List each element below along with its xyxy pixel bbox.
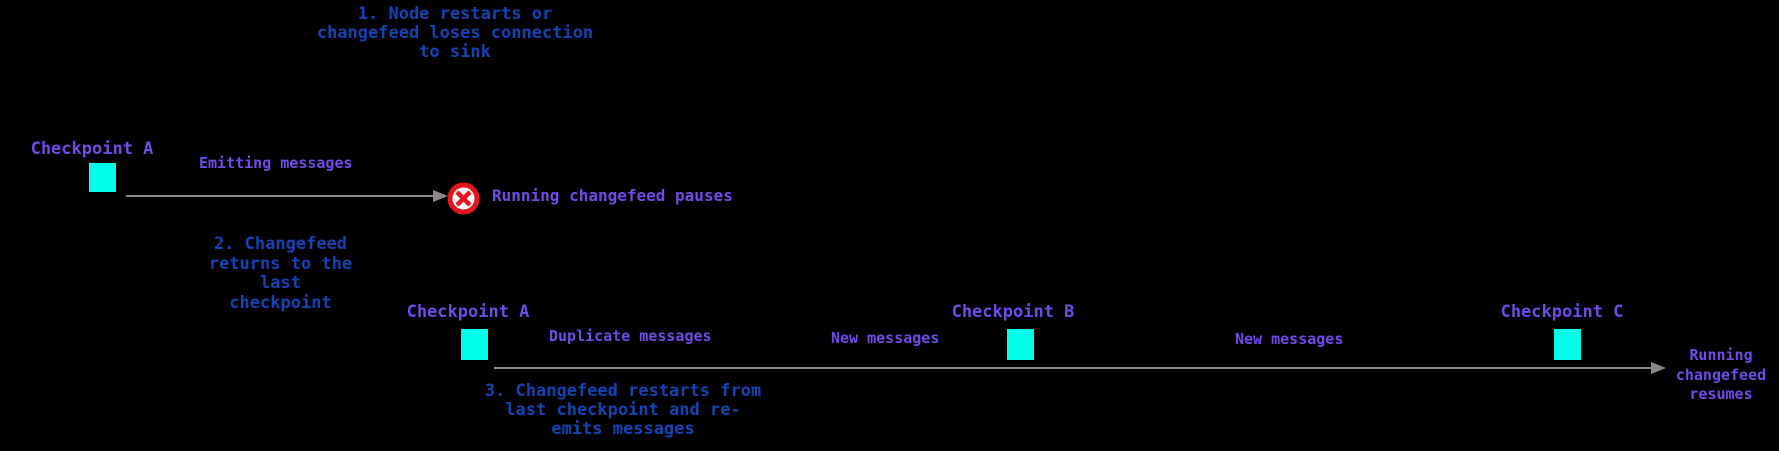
timeline1-arrowhead-icon	[433, 190, 448, 202]
timeline2-checkpoint-a-label: Checkpoint A	[406, 302, 530, 322]
changefeed-pause-error-icon	[447, 182, 480, 215]
timeline2-arrow-line	[494, 367, 1652, 369]
timeline2-duplicate-messages-label: Duplicate messages	[549, 327, 712, 345]
timeline1-checkpoint-a-marker	[89, 163, 116, 192]
timeline2-checkpoint-a-marker	[461, 329, 488, 360]
timeline2-arrowhead-icon	[1651, 362, 1666, 374]
timeline2-checkpoint-c-marker	[1554, 329, 1581, 360]
step3-annotation: 3. Changefeed restarts from last checkpo…	[484, 381, 762, 439]
step1-annotation: 1. Node restarts or changefeed loses con…	[316, 4, 594, 62]
timeline2-checkpoint-c-label: Checkpoint C	[1500, 302, 1624, 322]
timeline2-checkpoint-b-label: Checkpoint B	[951, 302, 1075, 322]
timeline1-checkpoint-a-label: Checkpoint A	[30, 139, 154, 159]
timeline2-new-messages-1-label: New messages	[831, 329, 940, 347]
timeline2-new-messages-2-label: New messages	[1235, 330, 1344, 348]
timeline1-pauses-label: Running changefeed pauses	[492, 186, 733, 205]
step2-annotation: 2. Changefeed returns to the last checkp…	[208, 234, 353, 313]
timeline1-arrow-line	[126, 195, 434, 197]
timeline2-checkpoint-b-marker	[1007, 329, 1034, 360]
timeline2-resumes-label: Running changefeed resumes	[1675, 346, 1767, 403]
timeline1-emitting-messages-label: Emitting messages	[199, 154, 353, 172]
